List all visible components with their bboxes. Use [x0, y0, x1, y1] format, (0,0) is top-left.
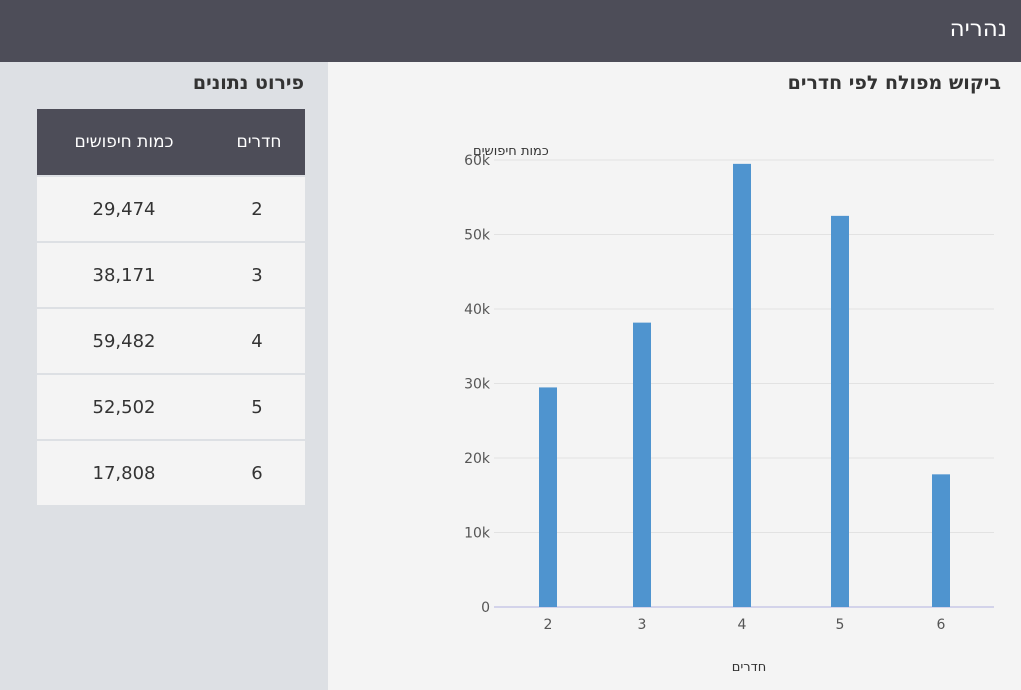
table-row: 3 38,171	[37, 243, 305, 307]
cell-rooms: 6	[251, 463, 263, 484]
y-tick-label: 0	[481, 600, 490, 616]
cell-searches: 29,474	[92, 199, 156, 220]
bars	[539, 163, 950, 607]
table-row: 5 52,502	[37, 375, 305, 439]
y-tick-label: 20k	[464, 451, 491, 467]
y-axis-ticks: 0 10k 20k 30k 40k 50k 60k	[464, 153, 491, 616]
app-header: נהריה	[0, 0, 1021, 62]
cell-searches: 38,171	[92, 265, 156, 286]
bar-rooms-6[interactable]	[932, 474, 950, 607]
table-row: 6 17,808	[37, 441, 305, 505]
column-header-searches: כמות חיפושים	[74, 132, 174, 152]
sidebar-title: פירוט נתונים	[192, 72, 304, 94]
x-tick-label: 6	[937, 617, 946, 633]
bar-rooms-5[interactable]	[831, 215, 849, 607]
column-header-rooms: חדרים	[236, 132, 282, 152]
y-tick-label: 30k	[464, 377, 491, 393]
cell-searches: 59,482	[92, 331, 156, 352]
bar-chart: 0 10k 20k 30k 40k 50k 60k 2 3 4 5 6 כמות חיפושים ח…	[464, 144, 994, 675]
cell-rooms: 3	[251, 265, 263, 286]
bar-rooms-3[interactable]	[633, 322, 651, 607]
bar-rooms-2[interactable]	[539, 387, 557, 607]
x-tick-label: 2	[544, 617, 553, 633]
x-axis-label: חדרים	[732, 660, 766, 675]
table-row: 4 59,482	[37, 309, 305, 373]
y-axis-label: כמות חיפושים	[473, 144, 549, 159]
table-row: 2 29,474	[37, 177, 305, 241]
cell-rooms: 4	[251, 331, 263, 352]
cell-rooms: 5	[251, 397, 263, 418]
x-tick-label: 4	[738, 617, 747, 633]
data-sidebar: פירוט נתונים חדרים כמות חיפושים 2 29,474…	[0, 62, 328, 690]
cell-searches: 52,502	[92, 397, 156, 418]
table-header: חדרים כמות חיפושים	[37, 109, 305, 175]
data-table: חדרים כמות חיפושים 2 29,474 3 38,171 4 5…	[37, 109, 305, 505]
y-tick-label: 10k	[464, 526, 491, 542]
x-tick-label: 5	[836, 617, 845, 633]
bar-rooms-4[interactable]	[733, 163, 751, 607]
y-tick-label: 60k	[464, 153, 491, 169]
cell-rooms: 2	[251, 199, 263, 220]
city-title: נהריה	[949, 16, 1007, 42]
y-tick-label: 40k	[464, 302, 491, 318]
cell-searches: 17,808	[92, 463, 156, 484]
x-tick-label: 3	[638, 617, 647, 633]
chart-title: ביקוש מפולח לפי חדרים	[787, 72, 1001, 94]
y-tick-label: 50k	[464, 228, 491, 244]
x-axis-ticks: 2 3 4 5 6	[544, 617, 946, 633]
